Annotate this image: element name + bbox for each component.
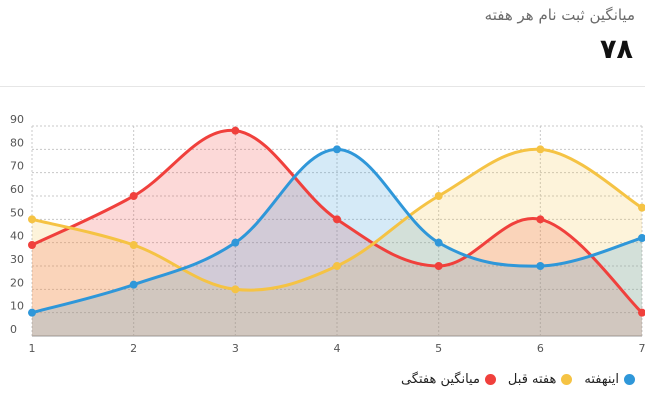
legend-item-last-week[interactable]: هفته قبل — [507, 372, 573, 387]
x-tick-label: 4 — [334, 342, 341, 355]
x-tick-label: 6 — [537, 342, 544, 355]
x-tick-label: 7 — [639, 342, 645, 355]
y-tick-label: 90 — [10, 113, 24, 126]
point-last-week[interactable] — [638, 203, 645, 212]
point-last-week[interactable] — [28, 215, 36, 224]
point-last-week[interactable] — [333, 262, 341, 270]
chart-legend: میانگین هفتگی هفته قبل اینهفته — [401, 372, 635, 387]
point-last-week[interactable] — [434, 192, 443, 200]
point-last-week[interactable] — [536, 145, 545, 154]
legend-item-this-week[interactable]: اینهفته — [584, 372, 635, 387]
y-tick-label: 50 — [10, 206, 24, 219]
point-last-week[interactable] — [129, 241, 138, 249]
area-last-week — [32, 149, 642, 336]
point-weekly-average[interactable] — [28, 241, 36, 249]
y-tick-label: 10 — [10, 300, 24, 313]
x-tick-label: 1 — [29, 342, 36, 355]
point-this-week[interactable] — [536, 262, 545, 270]
legend-swatch-weekly-average — [484, 374, 496, 385]
x-tick-label: 2 — [130, 342, 137, 355]
legend-label: هفته قبل — [507, 372, 557, 387]
point-this-week[interactable] — [129, 280, 138, 289]
legend-swatch-this-week — [624, 374, 635, 385]
y-tick-label: 20 — [10, 276, 24, 289]
area-this-week — [32, 149, 642, 336]
legend-label: میانگین هفتگی — [400, 372, 480, 387]
chart-areas — [32, 130, 642, 336]
point-weekly-average[interactable] — [333, 215, 341, 224]
chart-points — [28, 126, 645, 317]
summary-value: ۷۸ — [600, 34, 633, 65]
point-this-week[interactable] — [638, 234, 645, 242]
point-weekly-average[interactable] — [536, 215, 545, 224]
point-weekly-average[interactable] — [434, 262, 443, 270]
chart-title: میانگین ثبت نام هر هفته — [484, 6, 635, 24]
y-axis-ticks: 0 10 20 30 40 50 60 70 80 90 — [10, 113, 24, 336]
x-tick-label: 3 — [232, 342, 239, 355]
point-weekly-average[interactable] — [231, 126, 240, 135]
legend-item-weekly-average[interactable]: میانگین هفتگی — [401, 372, 496, 387]
y-tick-label: 60 — [10, 183, 24, 196]
point-last-week[interactable] — [231, 285, 240, 294]
point-this-week[interactable] — [231, 238, 240, 247]
point-this-week[interactable] — [333, 145, 341, 154]
y-tick-label: 80 — [10, 136, 24, 149]
x-axis-ticks: 1 2 3 4 5 6 7 — [29, 342, 645, 355]
y-tick-label: 40 — [10, 230, 24, 243]
legend-swatch-last-week — [561, 374, 573, 385]
y-tick-label: 0 — [10, 323, 17, 336]
point-weekly-average[interactable] — [129, 192, 138, 200]
area-chart: 0 10 20 30 40 50 60 70 80 90 1 2 3 4 5 6 7 — [10, 113, 645, 355]
card-header: میانگین ثبت نام هر هفته ۷۸ — [0, 0, 645, 87]
point-weekly-average[interactable] — [638, 308, 645, 317]
area-weekly-average — [32, 130, 642, 336]
y-tick-label: 70 — [10, 160, 24, 173]
legend-label: اینهفته — [584, 372, 619, 387]
x-tick-label: 5 — [435, 342, 442, 355]
point-this-week[interactable] — [434, 238, 443, 247]
y-tick-label: 30 — [10, 253, 24, 266]
point-this-week[interactable] — [28, 308, 36, 317]
